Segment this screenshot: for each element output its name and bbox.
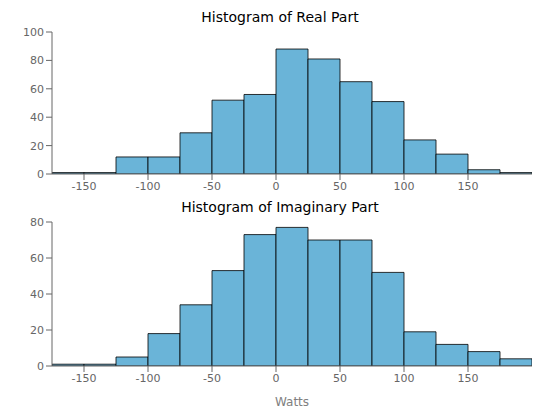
svg-text:150: 150 — [458, 372, 479, 385]
svg-text:150: 150 — [458, 180, 479, 193]
svg-text:-150: -150 — [72, 180, 97, 193]
html-text:Histogram of Real Part: Histogram of Real Part — [201, 9, 359, 25]
svg-text:0: 0 — [273, 180, 280, 193]
svg-text:50: 50 — [333, 180, 347, 193]
svg-text:Watts: Watts — [275, 395, 309, 406]
svg-text:0: 0 — [273, 372, 280, 385]
svg-text:0: 0 — [37, 360, 44, 373]
svg-text:-150: -150 — [72, 372, 97, 385]
svg-text:60: 60 — [30, 252, 44, 265]
svg-text:-100: -100 — [136, 372, 161, 385]
svg-text:50: 50 — [333, 372, 347, 385]
svg-text:80: 80 — [30, 216, 44, 229]
svg-text:20: 20 — [30, 140, 44, 153]
svg-text:40: 40 — [30, 111, 44, 124]
svg-text:-50: -50 — [203, 180, 221, 193]
svg-text:100: 100 — [394, 180, 415, 193]
svg-text:0: 0 — [37, 168, 44, 181]
svg-text:100: 100 — [23, 26, 44, 39]
html-text:Histogram of Imaginary Part: Histogram of Imaginary Part — [181, 199, 379, 215]
svg-text:80: 80 — [30, 54, 44, 67]
svg-text:60: 60 — [30, 83, 44, 96]
svg-text:-50: -50 — [203, 372, 221, 385]
svg-text:100: 100 — [394, 372, 415, 385]
svg-text:20: 20 — [30, 324, 44, 337]
svg-text:40: 40 — [30, 288, 44, 301]
svg-text:-100: -100 — [136, 180, 161, 193]
